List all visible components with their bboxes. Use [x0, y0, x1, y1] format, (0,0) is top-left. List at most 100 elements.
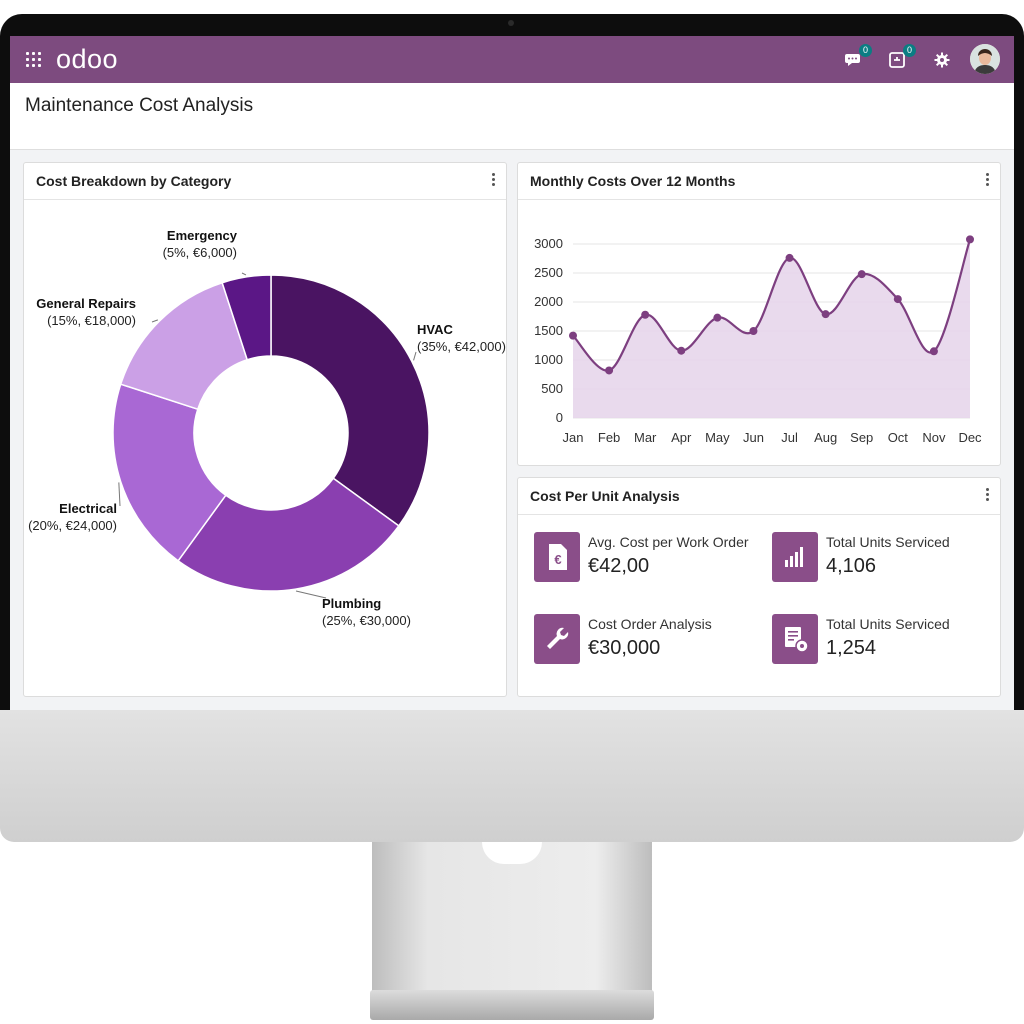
settings-button[interactable] — [932, 50, 952, 70]
metric-label: Cost Order Analysis — [588, 616, 712, 632]
slice-leader-line — [413, 351, 417, 361]
screen: odoo 0 0 — [10, 36, 1014, 710]
data-point[interactable] — [929, 347, 938, 356]
card-header: Monthly Costs Over 12 Months — [518, 163, 1000, 200]
slice-detail: (35%, €42,000) — [417, 339, 506, 354]
data-point[interactable] — [749, 327, 758, 335]
cost-per-unit-card: Cost Per Unit Analysis € Avg. Cost per W… — [517, 477, 1001, 697]
x-tick-label: May — [705, 430, 730, 445]
gear-icon — [934, 52, 950, 68]
card-title: Cost Breakdown by Category — [36, 173, 232, 189]
slice-leader-line — [118, 482, 121, 507]
odoo-logo[interactable]: odoo — [56, 44, 119, 74]
monitor-foot — [370, 990, 654, 1020]
monitor-stand — [372, 842, 652, 992]
data-point[interactable] — [966, 235, 974, 244]
x-tick-label: Dec — [958, 430, 982, 445]
slice-detail: (15%, €18,000) — [47, 313, 136, 328]
control-panel: Maintenance Cost Analysis — [10, 83, 1014, 150]
data-point[interactable] — [857, 270, 866, 279]
metric-label: Avg. Cost per Work Order — [588, 534, 749, 550]
y-tick-label: 3000 — [534, 236, 563, 251]
slice-detail: (25%, €30,000) — [322, 613, 411, 628]
y-tick-label: 2000 — [534, 294, 563, 309]
card-title: Cost Per Unit Analysis — [530, 488, 680, 504]
data-point[interactable] — [641, 310, 650, 319]
card-header: Cost Per Unit Analysis — [518, 478, 1000, 515]
monthly-costs-card: Monthly Costs Over 12 Months 0 500 1000 150… — [517, 162, 1001, 466]
wrench-icon — [534, 614, 580, 664]
monitor-chin — [0, 710, 1024, 842]
svg-text:€: € — [554, 552, 561, 567]
y-tick-label: 500 — [541, 381, 563, 396]
app-menu-icon[interactable] — [26, 52, 41, 67]
data-point[interactable] — [893, 295, 902, 304]
donut-slice-plumbing[interactable] — [177, 477, 400, 592]
data-point[interactable] — [821, 310, 830, 319]
donut-slice-general-repairs[interactable] — [119, 281, 249, 411]
metric-value: 4,106 — [826, 555, 877, 577]
x-tick-label: Apr — [671, 430, 692, 445]
euro-document-icon: € — [534, 532, 580, 582]
slice-detail: (20%, €24,000) — [28, 518, 117, 533]
slice-leader-line — [241, 272, 247, 276]
card-menu-icon[interactable] — [986, 488, 990, 503]
donut-slice-electrical[interactable] — [112, 383, 227, 562]
card-header: Cost Breakdown by Category — [24, 163, 506, 200]
slice-label: General Repairs — [36, 296, 136, 311]
data-point[interactable] — [713, 313, 722, 322]
y-tick-label: 0 — [556, 410, 563, 425]
activities-button[interactable]: 0 — [888, 44, 916, 70]
messages-button[interactable]: 0 — [844, 44, 872, 70]
report-gear-icon — [772, 614, 818, 664]
metric-avg-cost-per-work-order[interactable]: € Avg. Cost per Work Order €42,00 — [534, 532, 764, 582]
messages-count-badge: 0 — [859, 44, 872, 57]
slice-detail: (5%, €6,000) — [163, 245, 237, 260]
y-tick-label: 1000 — [534, 352, 563, 367]
x-tick-label: Aug — [814, 430, 837, 445]
metric-label: Total Units Serviced — [826, 534, 950, 550]
data-point[interactable] — [605, 366, 614, 375]
y-tick-label: 1500 — [534, 323, 563, 338]
slice-label: HVAC — [417, 322, 453, 337]
user-avatar[interactable] — [970, 44, 1000, 74]
x-tick-label: Jun — [743, 430, 764, 445]
data-point[interactable] — [677, 346, 686, 355]
donut-slice-emergency[interactable] — [221, 274, 272, 361]
x-tick-label: Jan — [563, 430, 584, 445]
slice-leader-line — [151, 319, 159, 323]
x-tick-label: Jul — [781, 430, 798, 445]
y-tick-label: 2500 — [534, 265, 563, 280]
metric-value: 1,254 — [826, 637, 877, 659]
x-tick-label: Oct — [888, 430, 909, 445]
metric-total-units-serviced[interactable]: Total Units Serviced 4,106 — [772, 532, 1002, 582]
stand-cutout — [482, 842, 542, 864]
activities-count-badge: 0 — [903, 44, 916, 57]
donut-chart: HVAC (35%, €42,000) Plumbing (25%, €30,000)… — [28, 228, 506, 628]
metric-label: Total Units Serviced — [826, 616, 950, 632]
x-tick-label: Feb — [598, 430, 620, 445]
metric-cost-order-analysis[interactable]: Cost Order Analysis €30,000 — [534, 614, 764, 664]
x-tick-label: Sep — [850, 430, 873, 445]
card-menu-icon[interactable] — [492, 173, 496, 188]
metric-value: €42,00 — [588, 555, 650, 577]
x-tick-label: Nov — [922, 430, 946, 445]
cost-breakdown-card: Cost Breakdown by Category HVAC (35%, €42… — [23, 162, 507, 697]
donut-slice-hvac[interactable] — [270, 274, 430, 527]
bar-chart-icon — [772, 532, 818, 582]
slice-label: Emergency — [167, 228, 238, 243]
slice-label: Electrical — [59, 501, 117, 516]
metric-value: €30,000 — [588, 637, 661, 659]
data-point[interactable] — [569, 331, 577, 340]
x-tick-label: Mar — [634, 430, 657, 445]
webcam — [508, 20, 514, 26]
data-point[interactable] — [785, 253, 794, 262]
series-area — [573, 239, 970, 418]
slice-leader-line — [295, 590, 327, 599]
metric-total-units-serviced-2[interactable]: Total Units Serviced 1,254 — [772, 614, 1002, 664]
activity-clock-icon — [889, 52, 905, 68]
card-menu-icon[interactable] — [986, 173, 990, 188]
slice-label: Plumbing — [322, 596, 381, 611]
chat-icon — [845, 54, 860, 66]
top-navbar: odoo 0 0 — [10, 36, 1014, 83]
